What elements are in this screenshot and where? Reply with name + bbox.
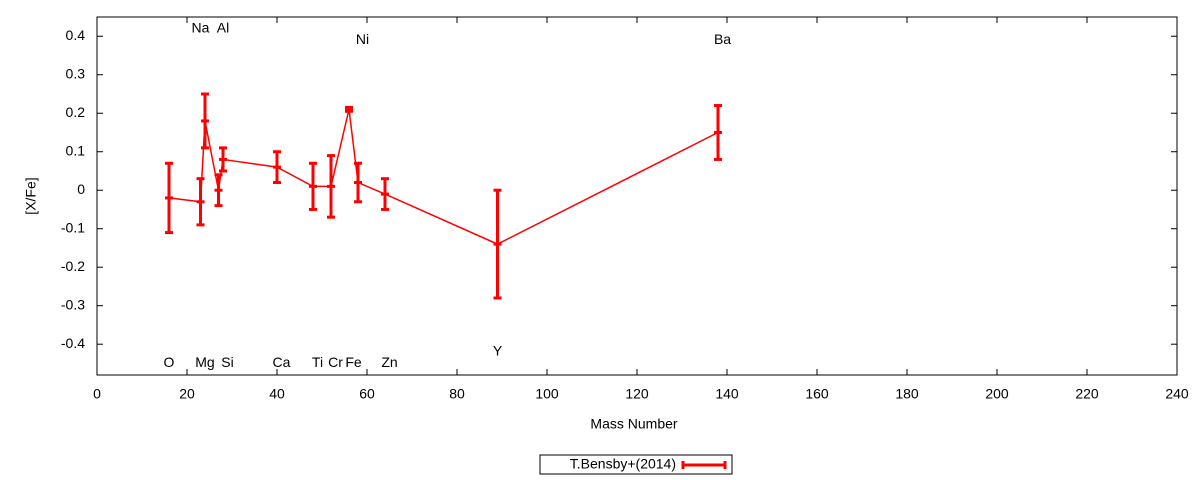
legend-label: T.Bensby+(2014) <box>570 456 676 472</box>
series-line <box>168 109 719 245</box>
element-label: Zn <box>381 354 397 370</box>
plot-frame <box>96 16 1178 376</box>
y-tick-label: -0.1 <box>61 219 85 235</box>
y-tick-label: 0 <box>77 181 85 197</box>
y-tick-label: -0.2 <box>61 258 85 274</box>
y-tick-label: 0.1 <box>66 142 86 158</box>
x-tick-label: 80 <box>449 386 465 402</box>
element-label: Al <box>217 19 229 35</box>
error-bar <box>196 177 205 227</box>
y-tick-label: 0.3 <box>66 65 86 81</box>
y-axis-label: [X/Fe] <box>23 177 39 214</box>
x-axis-label: Mass Number <box>590 416 677 432</box>
error-bar <box>165 161 173 235</box>
x-tick-label: 240 <box>1165 386 1189 402</box>
element-label: Ti <box>312 354 323 370</box>
error-bar <box>354 161 362 204</box>
element-label: Y <box>493 343 503 359</box>
error-bar <box>273 150 281 185</box>
y-tick-label: -0.3 <box>61 296 85 312</box>
element-label: Ni <box>356 31 369 47</box>
y-tick-label: 0.4 <box>66 27 86 43</box>
element-label: Si <box>221 354 233 370</box>
element-label: Na <box>192 19 210 35</box>
x-tick-label: 0 <box>93 386 101 402</box>
x-tick-label: 60 <box>359 386 375 402</box>
x-tick-label: 200 <box>985 386 1009 402</box>
y-tick-label: -0.4 <box>61 335 85 351</box>
x-tick-label: 120 <box>625 386 649 402</box>
y-tick-label: 0.2 <box>66 104 86 120</box>
x-tick-label: 180 <box>895 386 919 402</box>
element-label: Ca <box>273 354 291 370</box>
error-bar <box>201 92 209 150</box>
element-label: Fe <box>345 354 362 370</box>
element-label: Cr <box>328 354 343 370</box>
x-tick-label: 40 <box>269 386 285 402</box>
error-bar <box>309 161 317 211</box>
element-label: O <box>164 354 175 370</box>
error-bar <box>345 105 353 113</box>
x-tick-label: 100 <box>535 386 559 402</box>
error-bar <box>493 188 502 300</box>
element-label: Mg <box>195 354 214 370</box>
x-tick-label: 220 <box>1075 386 1099 402</box>
element-label: Ba <box>714 31 731 47</box>
x-tick-label: 140 <box>715 386 739 402</box>
error-bar <box>327 154 335 219</box>
x-tick-label: 20 <box>179 386 195 402</box>
x-tick-label: 160 <box>805 386 829 402</box>
error-bar <box>714 104 722 161</box>
error-bar <box>381 177 389 211</box>
error-bar <box>214 173 223 208</box>
error-bar <box>219 146 227 173</box>
legend-box <box>539 454 733 475</box>
